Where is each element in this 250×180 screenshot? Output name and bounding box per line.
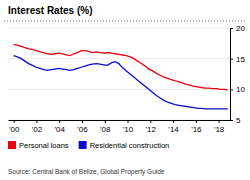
x-tick-label: '08 xyxy=(100,125,111,134)
x-tick-label: '06 xyxy=(77,125,88,134)
legend-label: Personal loans xyxy=(19,141,69,150)
x-tick-mark xyxy=(128,120,129,123)
x-tick: '06 xyxy=(77,120,88,134)
x-tick-mark xyxy=(82,120,83,123)
y-tick-mark xyxy=(230,28,233,29)
legend-swatch xyxy=(79,141,87,149)
x-tick: '00 xyxy=(9,120,20,134)
x-tick: '16 xyxy=(191,120,202,134)
y-tick-label: 15 xyxy=(236,55,245,64)
x-tick-label: '12 xyxy=(146,125,157,134)
x-tick-label: '14 xyxy=(168,125,179,134)
x-tick-mark xyxy=(196,120,197,123)
x-tick-mark xyxy=(14,120,15,123)
x-tick-label: '04 xyxy=(55,125,66,134)
grid-line xyxy=(8,28,230,29)
legend-label: Residential construction xyxy=(90,141,170,150)
x-axis: '00 '02 '04 '06 '08 '10 '12 '14 '16 '18 xyxy=(9,120,231,134)
x-tick: '14 xyxy=(168,120,179,134)
x-tick-mark xyxy=(173,120,174,123)
legend-swatch xyxy=(8,141,16,149)
grid xyxy=(8,28,230,120)
legend-item: Personal loans xyxy=(8,141,69,150)
x-tick-label: '02 xyxy=(32,125,43,134)
x-tick-label: '00 xyxy=(9,125,20,134)
y-tick-label: 5 xyxy=(236,116,241,125)
y-tick: 10 xyxy=(230,85,245,94)
source-note: Source: Central Bank of Belize, Global P… xyxy=(8,168,165,176)
y-axis-line xyxy=(230,29,231,121)
series-line xyxy=(14,45,228,90)
x-tick: '10 xyxy=(123,120,134,134)
title-rule xyxy=(4,21,246,22)
grid-line xyxy=(8,58,230,59)
x-tick: '08 xyxy=(100,120,111,134)
x-tick-label: '10 xyxy=(123,125,134,134)
lines xyxy=(14,45,228,109)
x-tick-mark xyxy=(219,120,220,123)
y-axis: 5 10 15 20 xyxy=(230,24,245,125)
plot: '00 '02 '04 '06 '08 '10 '12 '14 '16 '18 5 10 15 20 xyxy=(8,24,245,134)
x-tick-label: '18 xyxy=(214,125,225,134)
x-axis-line xyxy=(9,120,231,121)
y-tick: 15 xyxy=(230,55,245,64)
x-tick-label: '16 xyxy=(191,125,202,134)
legend-item: Residential construction xyxy=(79,141,170,150)
series-line xyxy=(14,56,228,109)
y-tick-mark xyxy=(230,59,233,60)
x-tick-mark xyxy=(59,120,60,123)
x-tick: '18 xyxy=(214,120,225,134)
y-tick: 5 xyxy=(230,116,241,125)
x-tick: '12 xyxy=(146,120,157,134)
grid-line xyxy=(8,89,230,90)
chart: Interest Rates (%)'00'02'04'06'08'10'12'… xyxy=(0,0,250,180)
x-tick-mark xyxy=(36,120,37,123)
x-tick: '02 xyxy=(32,120,43,134)
x-tick: '04 xyxy=(55,120,66,134)
y-tick-mark xyxy=(230,120,233,121)
legend: Personal loans Residential construction xyxy=(8,141,169,150)
y-tick-label: 10 xyxy=(236,85,245,94)
y-tick-label: 20 xyxy=(236,24,245,33)
y-tick: 20 xyxy=(230,24,245,33)
x-tick-mark xyxy=(150,120,151,123)
y-tick-mark xyxy=(230,89,233,90)
x-tick-mark xyxy=(105,120,106,123)
title: Interest Rates (%) xyxy=(8,5,92,16)
